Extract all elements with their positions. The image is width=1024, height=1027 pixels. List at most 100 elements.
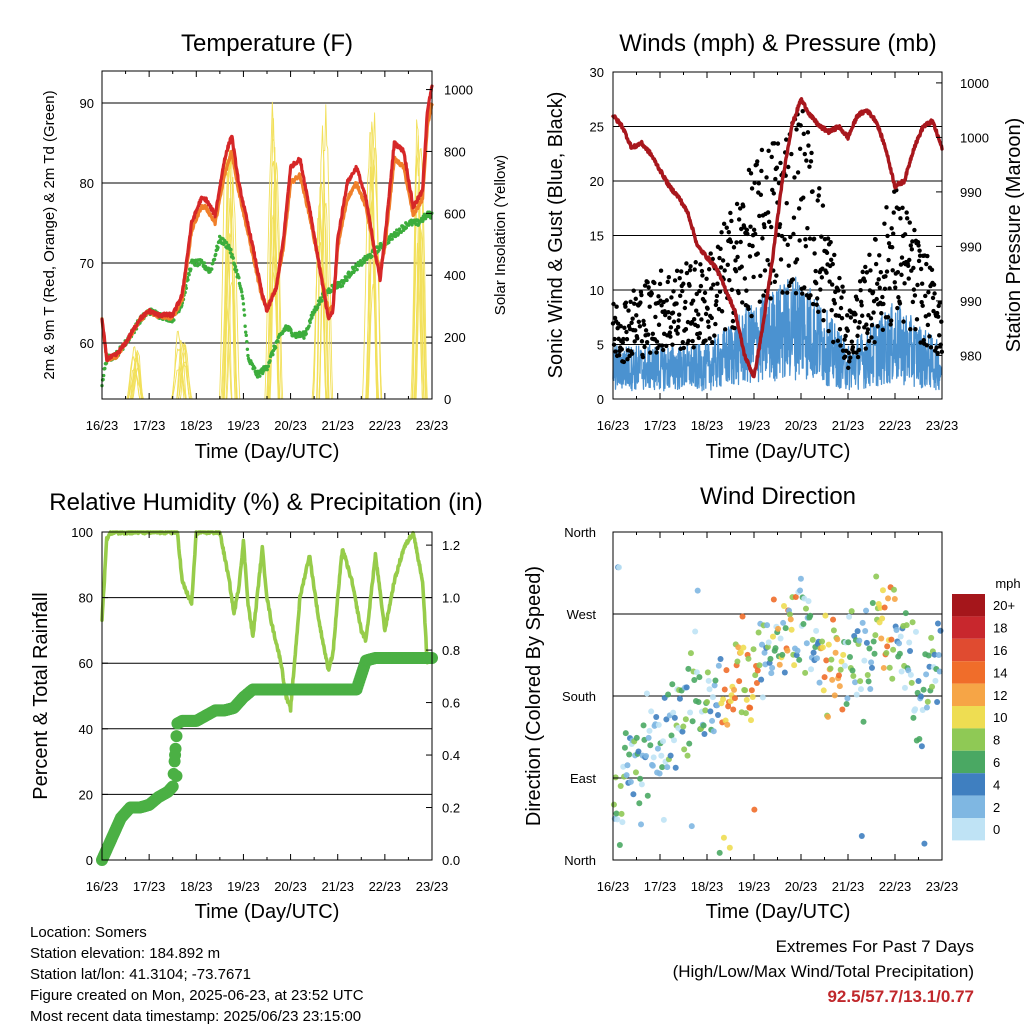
dewpoint-point [310,316,314,320]
gust-point [783,137,789,142]
gust-point [613,349,618,354]
gust-point [645,280,650,285]
gust-point [733,268,739,274]
gust-point [647,304,652,309]
gust-point [769,154,774,160]
direction-point [837,666,844,673]
gust-point [816,309,821,315]
direction-point [846,613,853,620]
direction-point [752,672,759,679]
dewpoint-point [212,257,217,262]
gust-point [751,274,756,280]
direction-point [853,691,860,698]
precip-point [166,780,179,793]
gust-point [803,237,808,242]
solar-trace [411,119,423,400]
temp-xtick-label: 17/23 [133,418,166,433]
pressure-ytick-label: 1000 [960,130,989,145]
colorbar-swatch [952,683,985,706]
direction-ytick-label: North [564,525,596,540]
gust-point [805,225,810,231]
solar-trace [316,183,327,400]
dewpoint-point [320,299,324,303]
direction-point [654,745,661,752]
direction-point [918,743,925,750]
direction-point [684,752,691,759]
colorbar-swatch [952,795,985,818]
gust-point [815,296,820,301]
direction-point [687,709,694,716]
gust-point [886,241,892,246]
gust-point [857,319,862,325]
direction-point [932,677,939,684]
direction-point [731,695,738,702]
winds-ytick-label: 30 [590,65,604,80]
gust-point [676,318,681,323]
gust-point [885,233,890,239]
dewpoint-point [346,270,351,274]
direction-point [679,728,686,735]
gust-point [703,338,708,343]
gust-point [636,319,642,324]
direction-ytick-label: South [562,689,596,704]
direction-point [655,721,662,728]
gust-point [686,338,691,343]
humidity-ytick-label: 100 [71,525,93,540]
solar-ytick-label: 0 [444,392,451,407]
dewpoint-point [304,332,308,336]
direction-point [646,727,653,734]
humidity-xtick-label: 21/23 [321,879,354,894]
gust-point [930,295,936,301]
colorbar-label: 2 [993,800,1000,815]
pressure-ytick-label: 980 [960,348,982,363]
gust-point [801,195,806,200]
gust-point [929,267,935,273]
gust-point [694,308,699,313]
direction-point [864,672,871,679]
gust-point [902,232,908,237]
station-location: Location: Somers [30,924,147,941]
direction-point [681,746,688,753]
gust-point [935,314,941,319]
gust-point [797,146,803,151]
gust-point [612,315,618,321]
gust-point [881,301,886,307]
gust-point [614,304,619,309]
gust-point [848,315,854,320]
dewpoint-point [289,331,294,335]
direction-point [893,627,900,634]
direction-point [613,810,620,817]
direction-point [624,762,631,769]
gust-point [619,347,624,352]
direction-point [704,699,710,706]
gust-point [887,286,892,291]
direction-point [838,658,845,665]
gust-point [749,313,754,319]
direction-point [769,664,776,671]
direction-point [765,639,772,646]
solar-trace [266,160,279,400]
dewpoint-point [283,328,287,333]
gust-point [865,327,871,332]
direction-point [726,844,733,851]
gust-point [786,164,791,170]
gust-point [860,269,865,275]
direction-ytick-label: East [570,771,596,786]
gust-point [889,245,895,250]
direction-point [787,616,794,623]
direction-point [910,714,917,721]
gust-point [839,315,845,321]
gust-point [855,333,860,339]
gust-point [916,258,922,264]
gust-point [885,314,891,320]
gust-point [892,280,897,285]
direction-point [793,652,800,659]
direction-point [632,769,639,776]
gust-point [846,365,851,371]
gust-point [702,290,708,296]
direction-point [643,752,650,759]
direction-point [748,687,755,694]
direction-point [897,633,904,640]
direction-point [756,662,763,669]
speed-colorbar: 20+ 18 16 14 12 10 8 6 4 2 0 [952,594,1015,841]
